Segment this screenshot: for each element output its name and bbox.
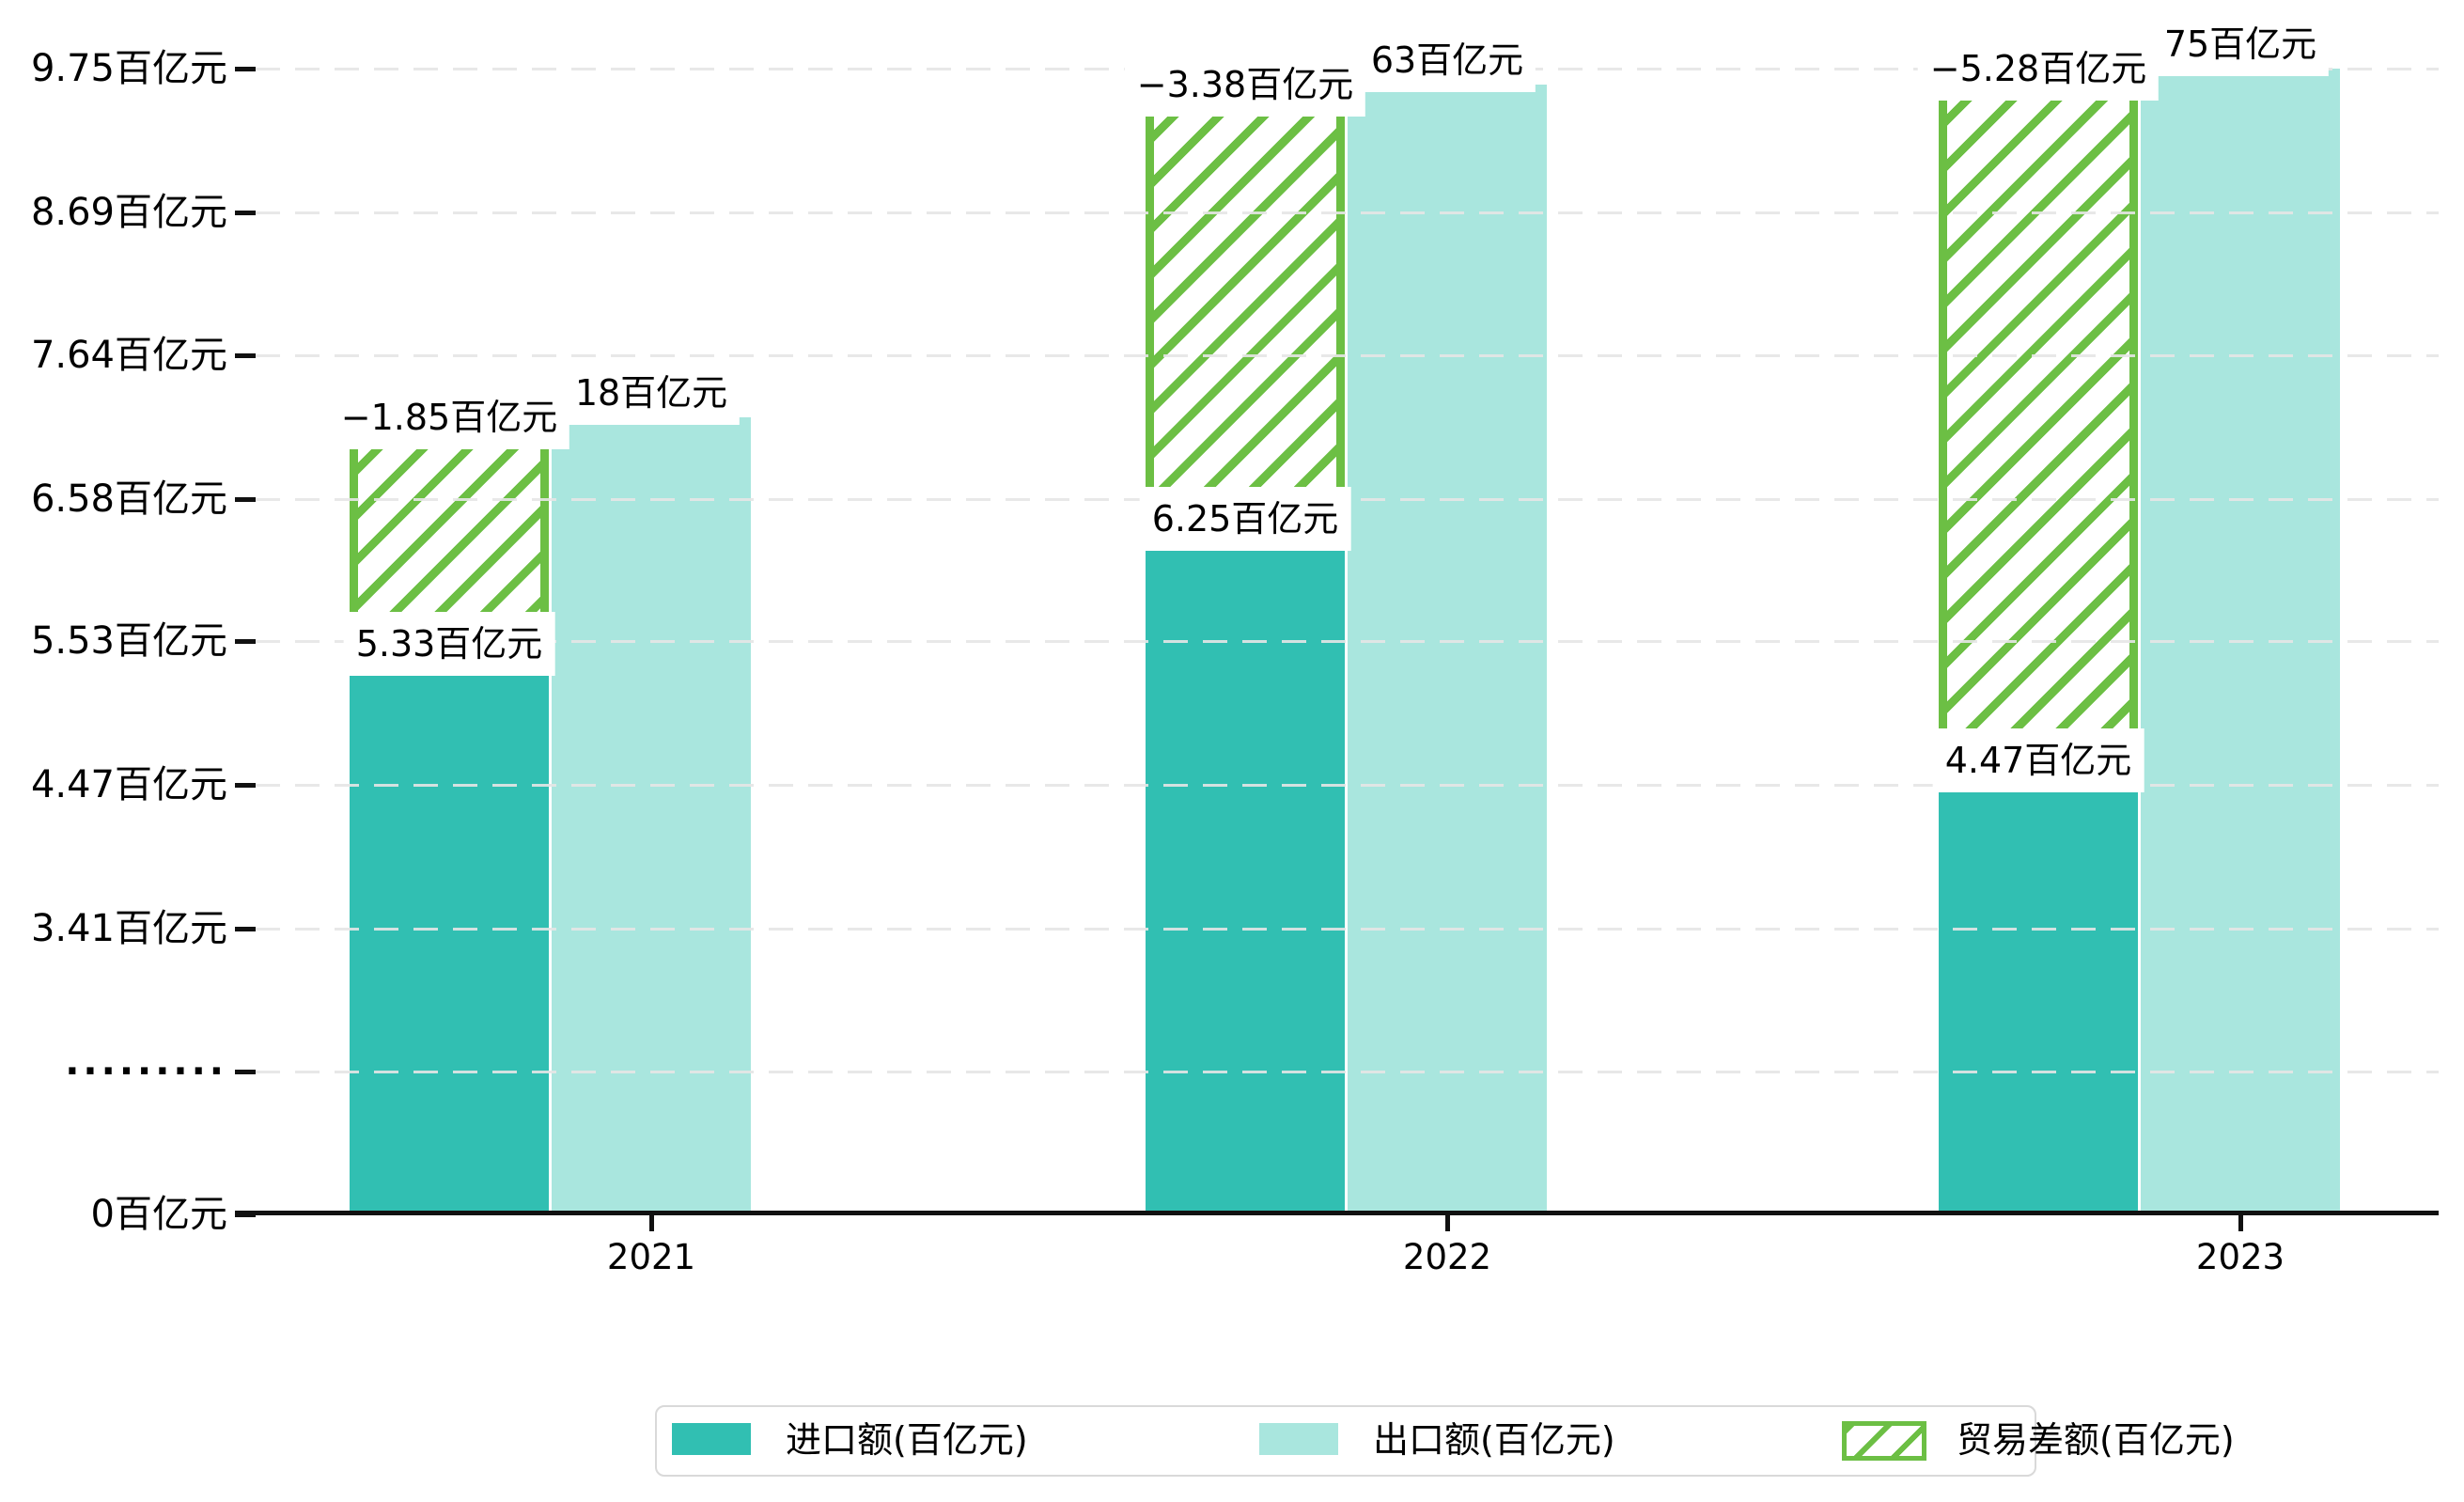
x-tick-mark <box>649 1213 654 1231</box>
x-tick-mark <box>2238 1213 2243 1231</box>
y-tick-mark <box>235 783 256 789</box>
y-tick-mark <box>235 927 256 931</box>
legend-box <box>655 1405 2036 1477</box>
gridline <box>256 211 2439 215</box>
y-tick-label: 5.53百亿元 <box>30 619 227 664</box>
y-tick-mark <box>235 211 256 216</box>
y-tick-mark <box>235 496 256 502</box>
x-axis-line <box>235 1211 2439 1215</box>
y-tick-label: 0百亿元 <box>90 1193 227 1236</box>
legend-label-import: 进口额(百亿元) <box>786 1419 1028 1461</box>
trade-balance-bar <box>1146 85 1345 544</box>
gridline <box>256 784 2439 788</box>
export-value-label: 18百亿元 <box>562 360 741 425</box>
x-tick-label: 2021 <box>606 1237 696 1277</box>
y-tick-mark <box>235 1070 256 1074</box>
legend-swatch-trade-balance <box>1842 1421 1926 1461</box>
trade-balance-value-label: −1.85百亿元 <box>328 384 570 449</box>
y-tick-label: 4.47百亿元 <box>30 763 227 807</box>
y-tick-mark <box>235 639 256 645</box>
import-bar <box>1146 543 1345 1211</box>
export-value-label: 75百亿元 <box>2151 12 2330 77</box>
legend-swatch-export <box>1259 1423 1338 1455</box>
y-tick-label: ········· <box>65 1050 227 1093</box>
x-tick-label: 2023 <box>2195 1237 2285 1277</box>
trade-balance-value-label: −5.28百亿元 <box>1917 37 2160 102</box>
x-tick-label: 2022 <box>1402 1237 1492 1277</box>
import-value-label: 4.47百亿元 <box>1932 728 2144 793</box>
y-tick-label: 6.58百亿元 <box>30 477 227 521</box>
gridline <box>256 928 2439 931</box>
x-tick-mark <box>1445 1213 1450 1231</box>
legend-swatch-import <box>672 1423 751 1455</box>
trade-balance-value-label: −3.38百亿元 <box>1124 53 1366 117</box>
legend-label-export: 出口额(百亿元) <box>1373 1419 1615 1461</box>
y-tick-mark <box>235 352 256 358</box>
gridline <box>256 640 2439 644</box>
export-bar <box>552 416 751 1211</box>
import-value-label: 6.25百亿元 <box>1139 487 1351 552</box>
import-bar <box>350 667 549 1211</box>
import-bar <box>1939 785 2138 1211</box>
y-tick-mark <box>235 67 256 72</box>
y-tick-label: 9.75百亿元 <box>30 47 227 91</box>
export-bar <box>2141 69 2340 1211</box>
import-value-label: 5.33百亿元 <box>343 611 555 676</box>
legend-label-trade-balance: 贸易差额(百亿元) <box>1957 1419 2235 1461</box>
gridline <box>256 353 2439 357</box>
gridline <box>256 1071 2439 1073</box>
export-bar <box>1348 85 1547 1211</box>
trade-balance-bar <box>1939 69 2138 786</box>
y-tick-label: 7.64百亿元 <box>30 333 227 377</box>
y-tick-label: 3.41百亿元 <box>30 907 227 950</box>
export-value-label: 63百亿元 <box>1358 28 1536 93</box>
y-tick-label: 8.69百亿元 <box>30 191 227 235</box>
